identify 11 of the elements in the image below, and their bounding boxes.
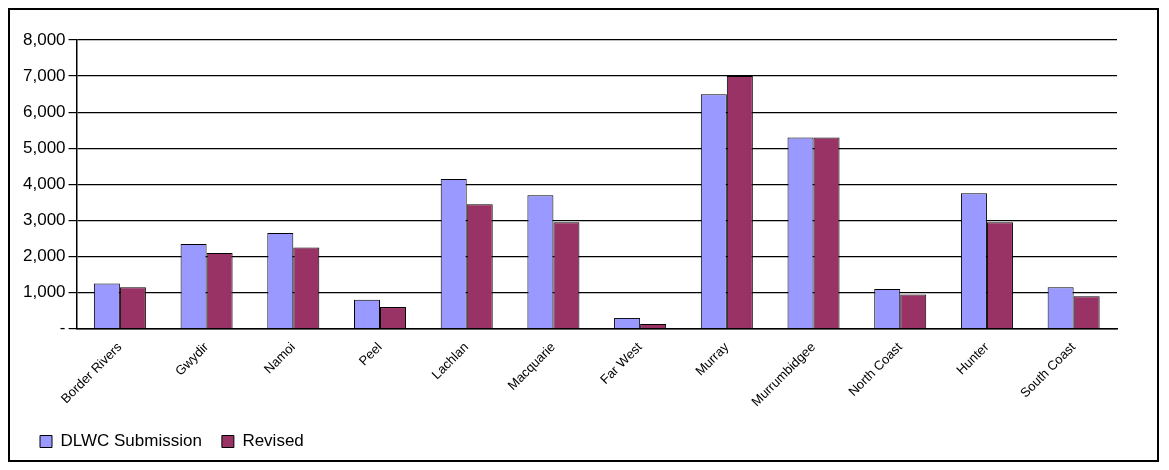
y-tick-label: 8,000 <box>22 29 66 49</box>
y-tick-label: 3,000 <box>22 210 66 230</box>
y-tick-label: - <box>59 318 66 338</box>
legend-label: DLWC Submission <box>60 431 202 451</box>
y-tick-label: 6,000 <box>22 101 66 121</box>
y-tick-label: 4,000 <box>22 174 66 194</box>
y-tick-label: 7,000 <box>22 65 66 85</box>
y-tick-label: 2,000 <box>22 246 66 266</box>
y-tick-label: 5,000 <box>22 137 66 157</box>
y-tick-label: 1,000 <box>22 282 66 302</box>
legend-label: Revised <box>242 431 304 451</box>
